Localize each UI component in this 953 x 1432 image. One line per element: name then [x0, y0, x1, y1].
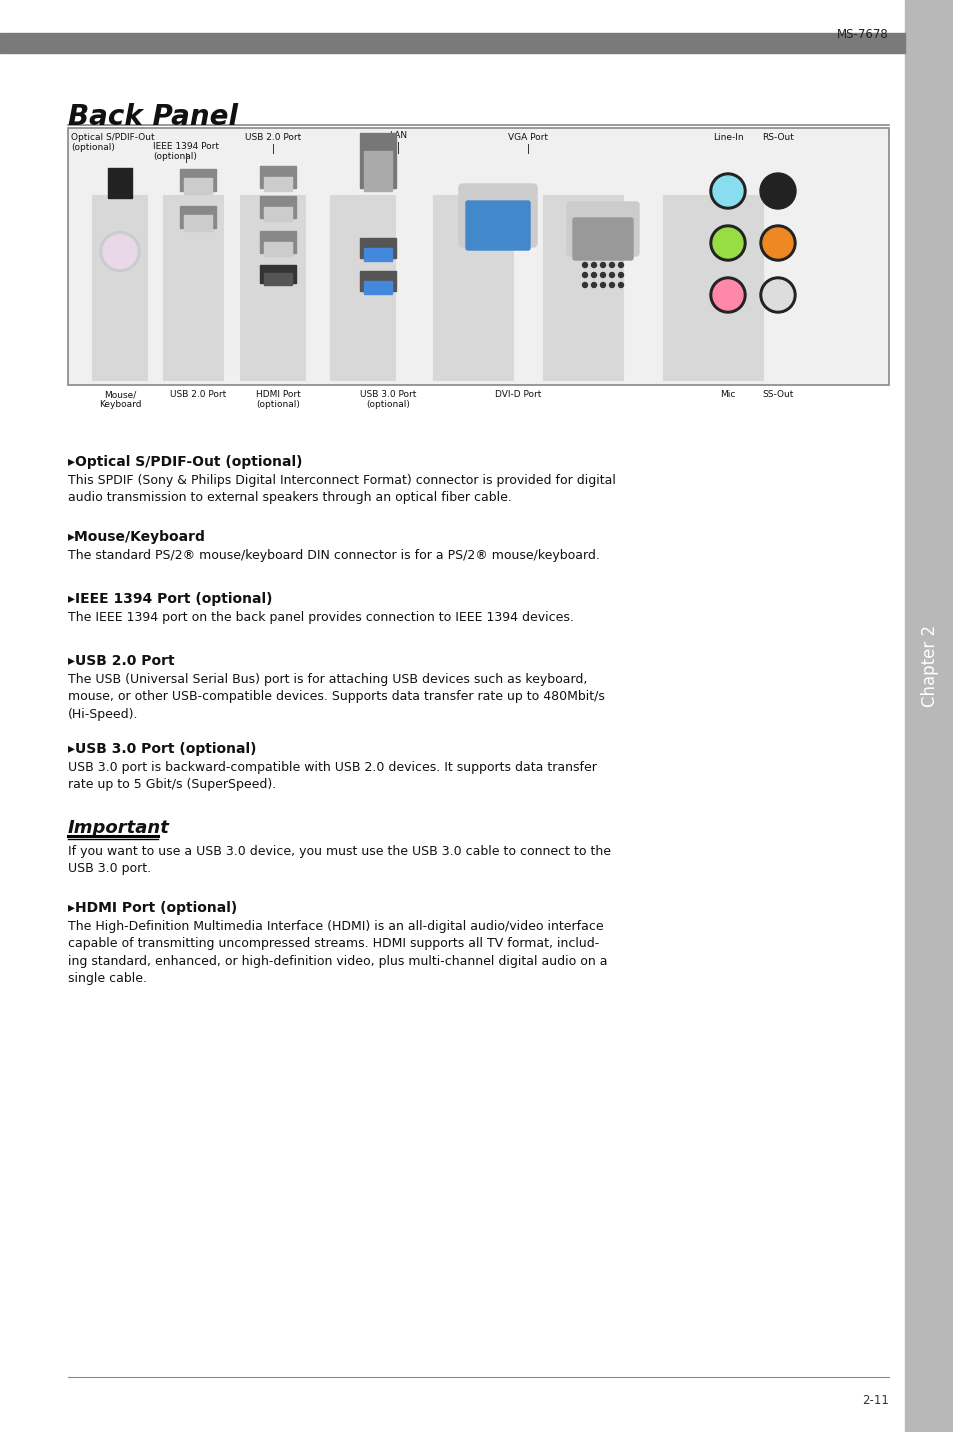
- Text: Important: Important: [68, 819, 170, 836]
- Text: Chapter 2: Chapter 2: [920, 624, 938, 707]
- Text: LAN: LAN: [389, 130, 407, 140]
- FancyBboxPatch shape: [458, 183, 537, 246]
- Bar: [0, 33, 904, 53]
- Bar: [364, 248, 392, 261]
- Bar: [433, 195, 513, 379]
- Circle shape: [591, 262, 596, 268]
- Text: Mouse/
Keyboard: Mouse/ Keyboard: [99, 390, 141, 410]
- Circle shape: [618, 272, 623, 278]
- Bar: [260, 265, 295, 284]
- Bar: [260, 166, 295, 188]
- Circle shape: [582, 272, 587, 278]
- Circle shape: [100, 232, 140, 272]
- Text: This SPDIF (Sony & Philips Digital Interconnect Format) connector is provided fo: This SPDIF (Sony & Philips Digital Inter…: [68, 474, 616, 504]
- Bar: [68, 127, 888, 385]
- Bar: [108, 168, 132, 198]
- Bar: [364, 281, 392, 294]
- Text: VGA Port: VGA Port: [507, 133, 547, 142]
- Text: USB 3.0 port is backward-compatible with USB 2.0 devices. It supports data trans: USB 3.0 port is backward-compatible with…: [68, 760, 597, 792]
- Text: ▸IEEE 1394 Port (optional): ▸IEEE 1394 Port (optional): [68, 591, 273, 606]
- Circle shape: [712, 281, 742, 309]
- Circle shape: [582, 262, 587, 268]
- Text: MS-7678: MS-7678: [837, 29, 888, 42]
- Text: The High-Definition Multimedia Interface (HDMI) is an all-digital audio/video in: The High-Definition Multimedia Interface…: [68, 919, 607, 985]
- Circle shape: [599, 282, 605, 288]
- Text: Line-Out: Line-Out: [708, 193, 746, 202]
- Bar: [264, 242, 292, 256]
- Circle shape: [609, 262, 614, 268]
- Text: USB 3.0 Port
(optional): USB 3.0 Port (optional): [359, 390, 416, 410]
- Bar: [359, 271, 395, 291]
- Bar: [364, 150, 392, 190]
- Bar: [904, 0, 953, 1432]
- Text: The IEEE 1394 port on the back panel provides connection to IEEE 1394 devices.: The IEEE 1394 port on the back panel pro…: [68, 611, 574, 624]
- Circle shape: [709, 225, 745, 261]
- Text: ▸USB 2.0 Port: ▸USB 2.0 Port: [68, 654, 174, 667]
- Text: If you want to use a USB 3.0 device, you must use the USB 3.0 cable to connect t: If you want to use a USB 3.0 device, you…: [68, 845, 610, 875]
- Bar: [662, 195, 762, 379]
- Bar: [92, 195, 148, 379]
- Bar: [264, 178, 292, 190]
- Bar: [184, 215, 212, 231]
- Bar: [163, 195, 223, 379]
- Bar: [264, 208, 292, 221]
- Bar: [542, 195, 622, 379]
- Text: ▸Mouse/Keyboard: ▸Mouse/Keyboard: [68, 530, 206, 544]
- Text: 2-11: 2-11: [862, 1393, 888, 1408]
- Bar: [264, 274, 292, 285]
- Circle shape: [582, 282, 587, 288]
- Text: RS-Out: RS-Out: [761, 133, 793, 142]
- Circle shape: [709, 276, 745, 314]
- Circle shape: [762, 176, 792, 206]
- Text: Back Panel: Back Panel: [68, 103, 237, 130]
- Circle shape: [618, 262, 623, 268]
- Text: Line-In: Line-In: [712, 133, 742, 142]
- Bar: [180, 206, 215, 228]
- Circle shape: [760, 225, 795, 261]
- Circle shape: [760, 276, 795, 314]
- Text: SS-Out: SS-Out: [761, 390, 793, 400]
- Circle shape: [762, 228, 792, 258]
- Circle shape: [762, 281, 792, 309]
- Text: Optical S/PDIF-Out
(optional): Optical S/PDIF-Out (optional): [71, 133, 154, 152]
- Bar: [260, 196, 295, 218]
- Circle shape: [760, 173, 795, 209]
- Circle shape: [599, 272, 605, 278]
- Text: The USB (Universal Serial Bus) port is for attaching USB devices such as keyboar: The USB (Universal Serial Bus) port is f…: [68, 673, 604, 720]
- FancyBboxPatch shape: [573, 218, 633, 261]
- Bar: [359, 238, 395, 258]
- FancyBboxPatch shape: [566, 202, 639, 256]
- Text: The standard PS/2® mouse/keyboard DIN connector is for a PS/2® mouse/keyboard.: The standard PS/2® mouse/keyboard DIN co…: [68, 548, 599, 561]
- Bar: [359, 133, 395, 188]
- Circle shape: [618, 282, 623, 288]
- Text: USB 2.0 Port: USB 2.0 Port: [245, 133, 301, 142]
- Text: ▸USB 3.0 Port (optional): ▸USB 3.0 Port (optional): [68, 742, 256, 756]
- Bar: [184, 178, 212, 193]
- Text: IEEE 1394 Port
(optional): IEEE 1394 Port (optional): [152, 142, 219, 162]
- Bar: [180, 169, 215, 190]
- Text: ▸HDMI Port (optional): ▸HDMI Port (optional): [68, 901, 237, 915]
- Circle shape: [709, 173, 745, 209]
- Text: HDMI Port
(optional): HDMI Port (optional): [255, 390, 300, 410]
- Text: USB 2.0 Port: USB 2.0 Port: [170, 390, 226, 400]
- Text: CS-Out: CS-Out: [761, 193, 793, 202]
- Bar: [330, 195, 395, 379]
- Circle shape: [609, 282, 614, 288]
- Circle shape: [712, 176, 742, 206]
- Text: Mic: Mic: [720, 390, 735, 400]
- Circle shape: [599, 262, 605, 268]
- Text: DVI-D Port: DVI-D Port: [495, 390, 540, 400]
- Circle shape: [609, 272, 614, 278]
- Circle shape: [103, 235, 137, 269]
- Text: ▸Optical S/PDIF-Out (optional): ▸Optical S/PDIF-Out (optional): [68, 455, 302, 470]
- FancyBboxPatch shape: [465, 200, 530, 251]
- Circle shape: [591, 282, 596, 288]
- Bar: [260, 231, 295, 253]
- Circle shape: [591, 272, 596, 278]
- Bar: [240, 195, 305, 379]
- Circle shape: [712, 228, 742, 258]
